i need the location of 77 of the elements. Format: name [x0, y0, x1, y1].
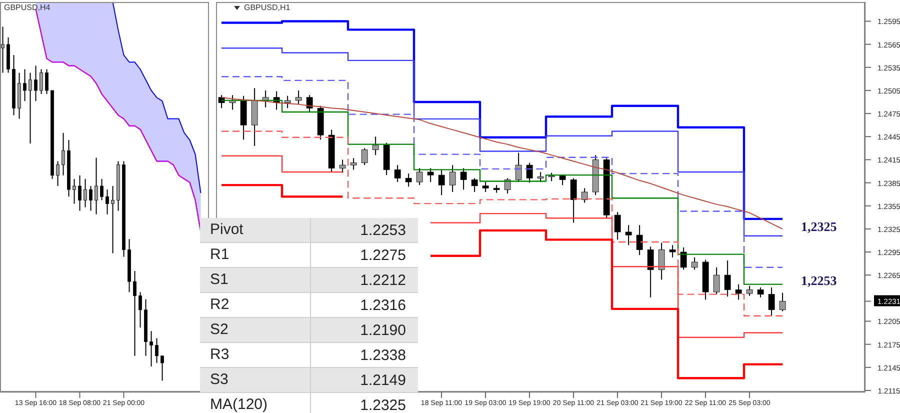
annotation: 1,2325	[801, 219, 837, 235]
candlestick	[471, 178, 478, 192]
candlestick	[713, 266, 720, 295]
candlestick	[757, 286, 764, 298]
candlestick	[62, 132, 65, 176]
chart-title: GBPUSD,H4	[4, 3, 50, 12]
candlestick	[284, 95, 291, 109]
candlestick	[84, 178, 87, 208]
candlestick	[779, 292, 786, 312]
candlestick	[56, 160, 60, 187]
candlestick	[460, 168, 467, 190]
annotation: 1,2253	[801, 273, 837, 289]
candlestick	[614, 212, 621, 240]
candlestick	[735, 284, 742, 300]
candlestick	[526, 162, 533, 184]
candlestick	[416, 168, 423, 186]
candlestick	[724, 260, 731, 298]
candlestick	[449, 164, 456, 192]
text: 1.2275	[360, 246, 406, 264]
category-label: S2	[200, 318, 311, 342]
candlestick	[636, 224, 643, 256]
text: 1.2338	[360, 346, 406, 364]
candlestick	[361, 148, 368, 166]
category-label: Pivot	[200, 218, 311, 242]
candlestick	[138, 292, 142, 328]
candlestick	[28, 72, 32, 144]
candlestick	[262, 90, 269, 108]
text: 1.2212	[360, 272, 406, 288]
candlestick	[94, 157, 98, 215]
candlestick	[339, 159, 346, 174]
candlestick	[133, 270, 136, 356]
candlestick	[372, 136, 379, 156]
candlestick	[658, 242, 665, 280]
text: 1.2190	[360, 322, 406, 338]
candlestick	[72, 178, 76, 204]
candlestick	[306, 94, 313, 112]
candlestick	[160, 355, 164, 382]
text: 1.2149	[360, 372, 406, 388]
candlestick	[482, 182, 489, 192]
candlestick	[45, 68, 48, 95]
category-label: R2	[200, 293, 311, 317]
candlestick	[746, 285, 753, 296]
candlestick	[515, 152, 522, 182]
candlestick	[427, 168, 434, 182]
chart-title: GBPUSD,H1	[243, 3, 290, 12]
candlestick	[350, 158, 357, 170]
candlestick	[438, 169, 445, 196]
candlestick	[394, 164, 401, 182]
candlestick	[295, 90, 302, 105]
candlestick	[34, 65, 38, 102]
category-label: R3	[200, 343, 311, 367]
candlestick	[680, 246, 687, 270]
candlestick	[691, 256, 698, 270]
text: 1.2325	[360, 396, 406, 413]
candlestick	[768, 286, 775, 316]
candlestick	[100, 178, 104, 201]
candlestick	[40, 68, 43, 95]
category-label: R1	[200, 243, 311, 267]
candlestick	[570, 178, 577, 224]
candlestick	[647, 246, 654, 298]
text: 1.2253	[360, 222, 406, 238]
candlestick	[405, 173, 412, 188]
candlestick	[106, 189, 109, 215]
candlestick	[669, 244, 676, 258]
candlestick	[1, 26, 4, 74]
candlestick	[23, 68, 26, 102]
candlestick	[78, 174, 82, 212]
candlestick	[625, 224, 632, 246]
candlestick	[111, 186, 114, 254]
category-label: S1	[200, 268, 311, 292]
candlestick	[89, 186, 92, 212]
candlestick	[150, 330, 153, 367]
candlestick	[581, 188, 588, 204]
category-label: S3	[200, 368, 311, 392]
category-label: MA(120)	[200, 393, 311, 413]
candlestick	[155, 338, 158, 364]
text: 1.2316	[360, 296, 406, 314]
